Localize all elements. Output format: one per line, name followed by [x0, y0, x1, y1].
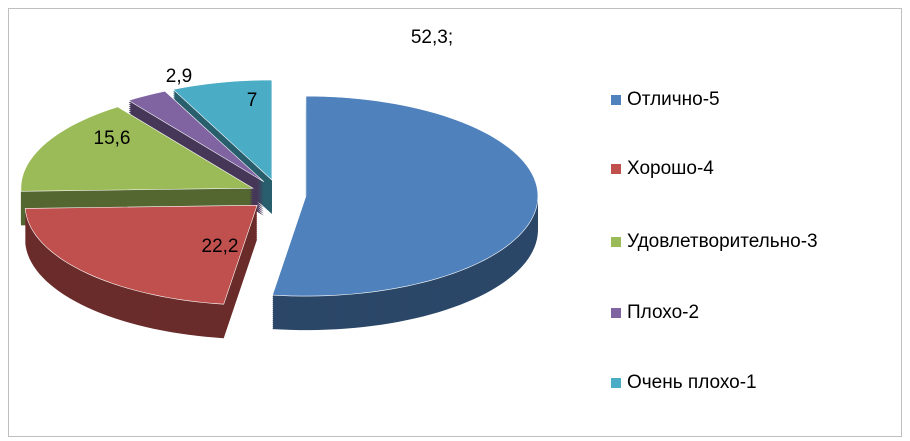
legend-swatch	[611, 308, 621, 318]
legend-swatch	[611, 378, 621, 388]
data-label: 15,6	[94, 128, 131, 149]
data-label: 52,3;	[411, 27, 453, 48]
slice	[20, 106, 254, 192]
slice	[172, 79, 273, 181]
legend-label: Хорошо-4	[627, 158, 714, 179]
legend: Отлично-5 Хорошо-4 Удовлетворительно-3 Плох…	[611, 89, 818, 393]
data-label: 2,9	[166, 66, 192, 87]
legend-swatch	[611, 95, 621, 105]
slice	[24, 204, 258, 305]
slice	[127, 90, 265, 182]
legend-swatch	[611, 164, 621, 174]
legend-label: Отлично-5	[627, 89, 720, 110]
pie: 52,3; 22,2 15,6 2,9 7	[20, 27, 539, 339]
legend-label: Плохо-2	[627, 302, 699, 323]
slice	[272, 95, 539, 297]
legend-label: Удовлетворительно-3	[627, 231, 818, 252]
legend-swatch	[611, 237, 621, 247]
legend-label: Очень плохо-1	[627, 372, 757, 393]
data-label: 7	[247, 90, 258, 111]
data-label: 22,2	[202, 236, 239, 257]
